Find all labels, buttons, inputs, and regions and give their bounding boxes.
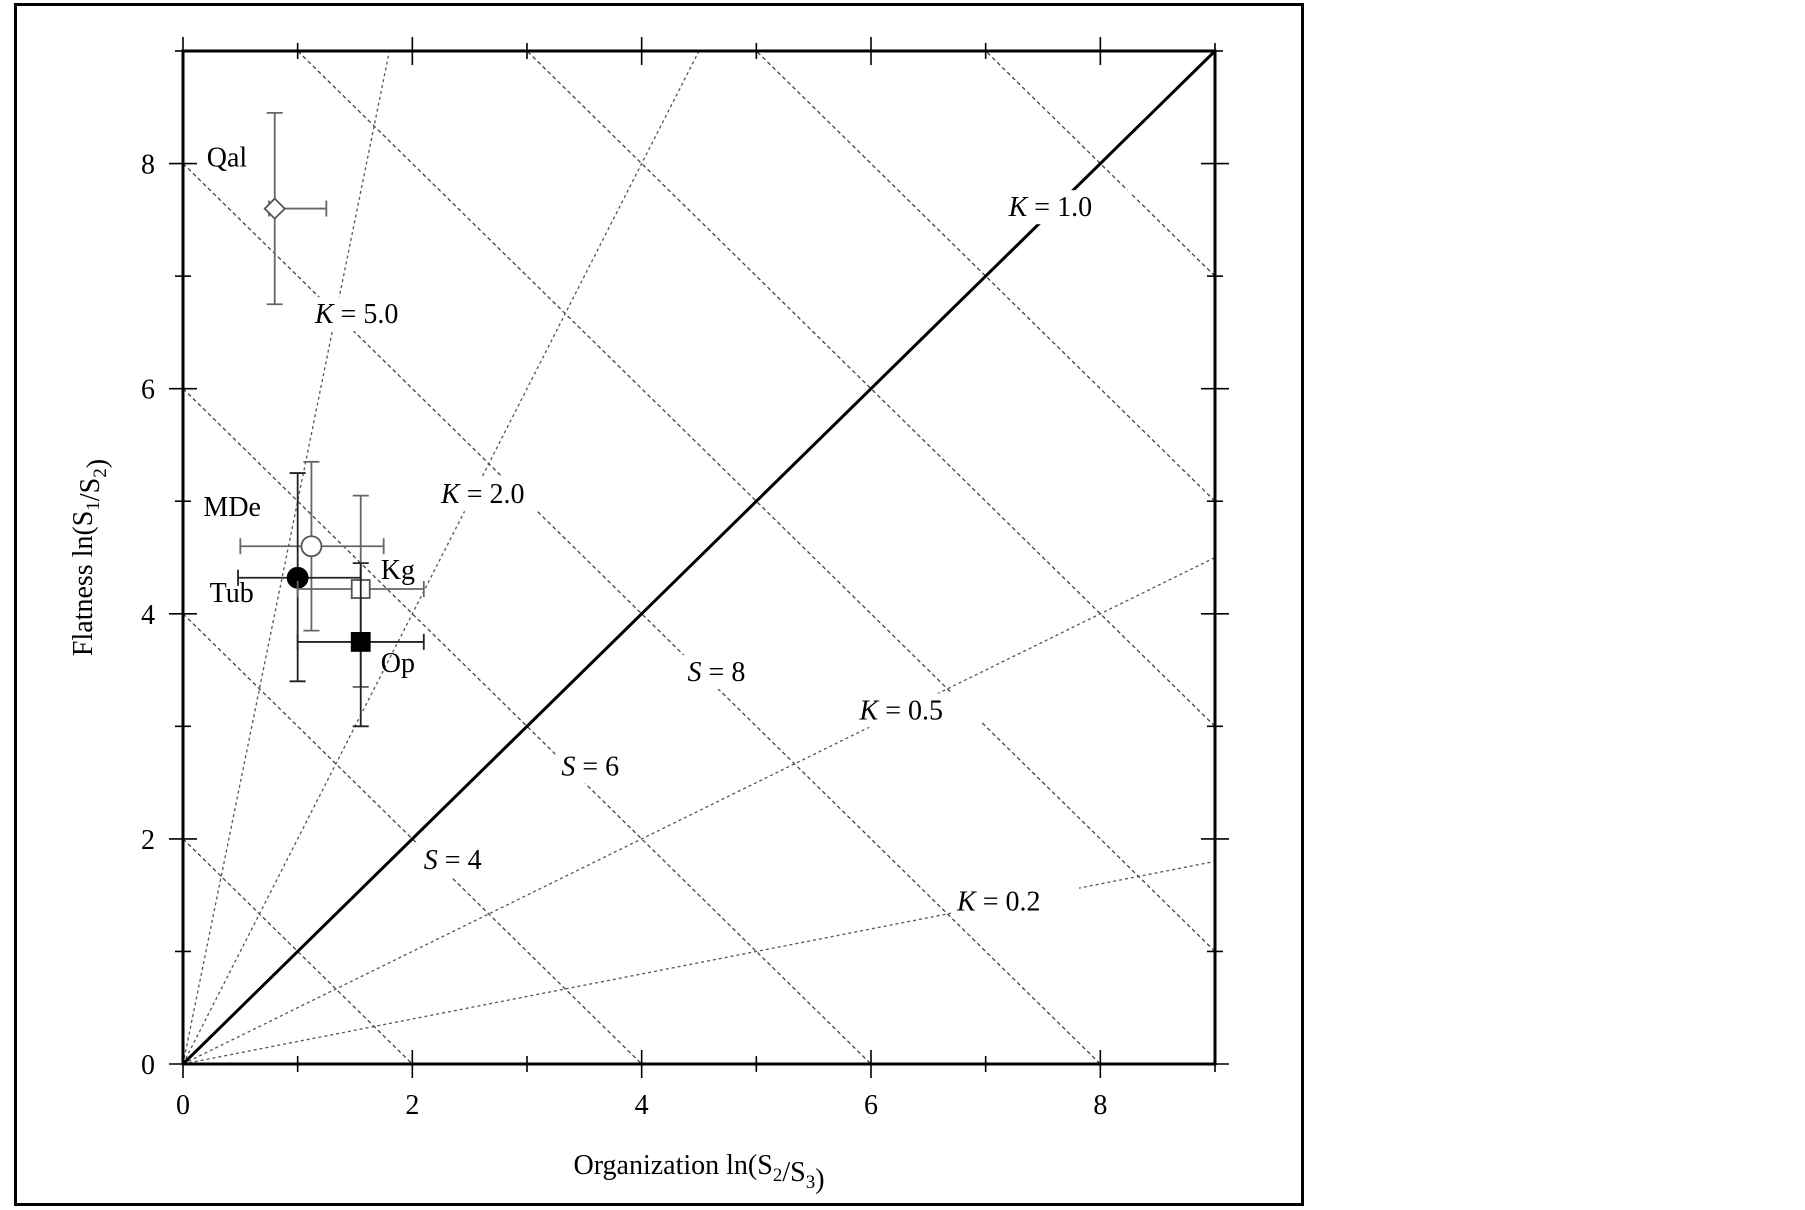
k-line [183, 51, 391, 1064]
k-label-bg [435, 477, 563, 512]
point-label: Qal [207, 143, 248, 174]
k-line-label: K = 1.0 [1008, 192, 1092, 223]
s-line-label: S = 6 [561, 752, 619, 783]
s-label-bg [555, 749, 656, 784]
s-line [755, 51, 1215, 503]
point-label: Tub [210, 578, 254, 609]
y-tick-label: 6 [141, 375, 155, 406]
k-line [183, 51, 700, 1064]
s-line [296, 51, 1215, 953]
figure-frame: K = 5.0 K = 2.0 K = 1.0 K = 0.5 K = 0.2 S = 4… [14, 3, 1304, 1206]
k-label-bg [951, 884, 1079, 919]
k-line [183, 556, 1215, 1064]
data-point: Tub [210, 472, 362, 683]
data-point: Op [296, 562, 425, 728]
point-label: Op [381, 648, 415, 679]
k-line-label: K = 2.0 [440, 479, 524, 510]
s-label-bg [681, 655, 782, 690]
strength-shape-chart: K = 5.0 K = 2.0 K = 1.0 K = 0.5 K = 0.2 S = 4… [68, 37, 1229, 1195]
k-line-label: K = 0.5 [859, 695, 943, 726]
x-tick-label: 4 [635, 1090, 649, 1121]
point-label: Kg [381, 555, 415, 586]
y-tick-label: 8 [141, 150, 155, 181]
k-label-bg [1002, 190, 1131, 225]
s-line [183, 613, 643, 1064]
k-label-bg [308, 297, 437, 332]
s-line [984, 51, 1215, 278]
plot-area-border [181, 49, 1217, 1066]
k-line-label: K = 5.0 [314, 299, 398, 330]
data-point: Qal [207, 112, 328, 306]
x-axis-label: Organization ln(S2/S3) [573, 1150, 824, 1195]
s-label-bg [417, 843, 518, 878]
point-marker [300, 535, 323, 558]
y-tick-label: 4 [141, 600, 155, 631]
y-axis-label: Flatness ln(S1/S2) [68, 459, 113, 656]
data-point: MDe [203, 460, 385, 632]
point-marker [350, 632, 371, 652]
point-label: MDe [203, 492, 261, 523]
y-tick-label: 2 [141, 825, 155, 856]
s-line [183, 163, 1101, 1064]
x-tick-label: 0 [176, 1090, 190, 1121]
s-line-label: S = 4 [424, 845, 482, 876]
s-line [526, 51, 1215, 728]
x-tick-label: 2 [405, 1090, 419, 1121]
s-line-label: S = 8 [688, 657, 746, 688]
k-line-label: K = 0.2 [956, 887, 1040, 918]
point-marker [263, 197, 287, 220]
y-tick-label: 0 [141, 1050, 155, 1081]
k-label-bg [853, 693, 982, 728]
reference-lines [183, 51, 1215, 1064]
x-tick-label: 6 [864, 1090, 878, 1121]
x-tick-label: 8 [1093, 1090, 1107, 1121]
